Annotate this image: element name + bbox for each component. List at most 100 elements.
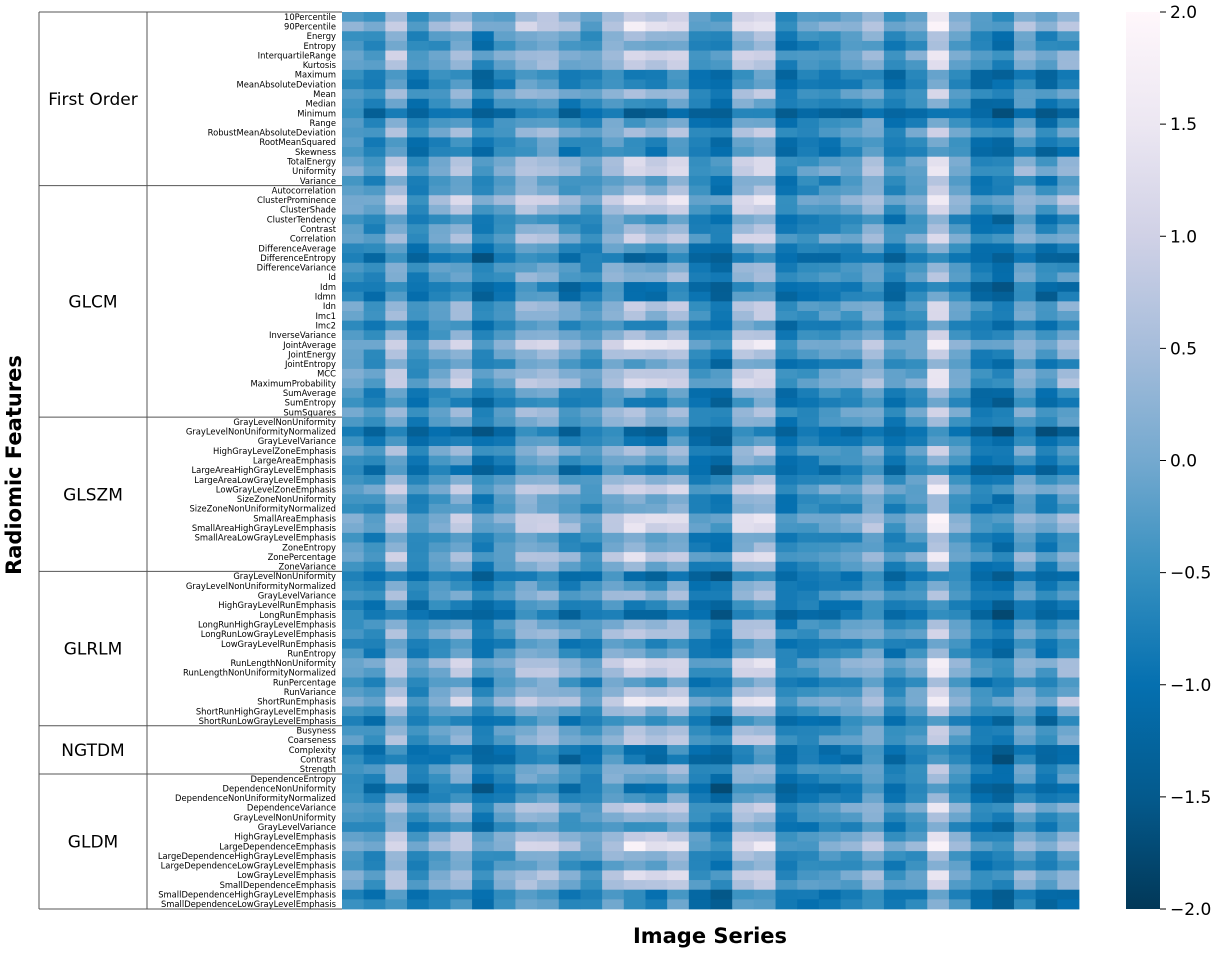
heatmap-cell: [688, 69, 711, 80]
heatmap-cell: [558, 359, 581, 370]
heatmap-cell: [970, 40, 993, 51]
heatmap-cell: [450, 359, 473, 370]
heatmap-cell: [472, 50, 495, 61]
heatmap-cell: [905, 31, 928, 42]
heatmap-cell: [927, 50, 950, 61]
heatmap-cell: [710, 272, 733, 283]
heatmap-cell: [883, 426, 906, 437]
heatmap-cell: [970, 494, 993, 505]
heatmap-cell: [797, 802, 820, 813]
heatmap-cell: [515, 446, 538, 457]
heatmap-cell: [818, 69, 841, 80]
heatmap-cell: [927, 812, 950, 823]
heatmap-cell: [1013, 667, 1037, 678]
heatmap-cell: [450, 21, 473, 32]
heatmap-cell: [992, 629, 1015, 640]
heatmap-cell: [645, 21, 668, 32]
heatmap-cell: [948, 696, 972, 707]
heatmap-cell: [688, 648, 711, 659]
heatmap-cell: [992, 378, 1015, 389]
heatmap-cell: [862, 204, 885, 215]
heatmap-cell: [1035, 175, 1058, 187]
heatmap-cell: [472, 436, 495, 447]
heatmap-cell: [602, 667, 625, 678]
heatmap-cell: [580, 860, 603, 871]
heatmap-cell: [537, 50, 560, 61]
heatmap-cell: [840, 542, 863, 553]
heatmap-cell: [428, 359, 451, 370]
heatmap-cell: [342, 388, 365, 399]
heatmap-cell: [1057, 725, 1080, 736]
feature-label: ShortRunHighGrayLevelEmphasis: [196, 706, 336, 716]
heatmap-cell: [407, 773, 430, 785]
heatmap-cell: [450, 166, 473, 177]
heatmap-cell: [602, 397, 625, 408]
heatmap-cell: [1057, 831, 1080, 842]
heatmap-cell: [407, 706, 430, 717]
heatmap-cell: [472, 339, 495, 350]
heatmap-cell: [363, 407, 386, 418]
heatmap-cell: [342, 417, 365, 428]
feature-label: JointAverage: [282, 340, 336, 350]
heatmap-cell: [515, 648, 538, 659]
feature-label: SmallAreaEmphasis: [253, 513, 336, 523]
heatmap-cell: [1035, 79, 1058, 90]
heatmap-cell: [450, 465, 473, 476]
heatmap-cell: [645, 619, 668, 630]
heatmap-cell: [493, 349, 516, 360]
heatmap-cell: [753, 648, 776, 659]
heatmap-cell: [645, 166, 668, 177]
heatmap-cell: [688, 860, 711, 871]
heatmap-cell: [1057, 185, 1080, 196]
heatmap-cell: [428, 793, 451, 804]
heatmap-cell: [862, 561, 885, 572]
heatmap-cell: [363, 368, 386, 379]
heatmap-cell: [450, 388, 473, 399]
heatmap-cell: [992, 687, 1015, 698]
heatmap-cell: [602, 311, 625, 322]
heatmap-cell: [363, 860, 386, 871]
heatmap-cell: [688, 474, 711, 486]
heatmap-cell: [667, 108, 690, 119]
heatmap-cell: [862, 552, 885, 563]
heatmap-cell: [970, 253, 993, 264]
heatmap-cell: [840, 378, 863, 389]
heatmap-cell: [970, 590, 993, 601]
heatmap-cell: [948, 330, 972, 341]
heatmap-cell: [602, 552, 625, 563]
heatmap-cell: [1013, 12, 1037, 23]
heatmap-cell: [558, 330, 581, 341]
heatmap-cell: [645, 330, 668, 341]
heatmap-cell: [797, 610, 820, 621]
heatmap-cell: [775, 262, 798, 273]
heatmap-cell: [1035, 436, 1058, 447]
heatmap-cell: [450, 12, 473, 23]
heatmap-cell: [775, 253, 798, 264]
heatmap-cell: [428, 282, 451, 293]
heatmap-cell: [970, 262, 993, 273]
heatmap-cell: [493, 195, 516, 206]
heatmap-cell: [1057, 108, 1080, 119]
heatmap-cell: [385, 368, 408, 379]
heatmap-cell: [515, 127, 538, 138]
heatmap-cell: [732, 243, 755, 254]
heatmap-cell: [450, 349, 473, 360]
heatmap-cell: [645, 783, 668, 794]
heatmap-cell: [797, 368, 820, 379]
heatmap-cell: [602, 677, 625, 688]
heatmap-cell: [450, 773, 473, 785]
heatmap-cell: [1013, 783, 1037, 794]
heatmap-cell: [970, 69, 993, 80]
heatmap-cell: [732, 600, 755, 611]
heatmap-cell: [558, 465, 581, 476]
heatmap-cell: [688, 368, 711, 379]
heatmap-cell: [342, 137, 365, 148]
heatmap-cell: [537, 339, 560, 350]
heatmap-cell: [602, 89, 625, 100]
heatmap-cell: [363, 851, 386, 862]
heatmap-cell: [363, 137, 386, 148]
heatmap-cell: [623, 98, 646, 109]
heatmap-cell: [992, 831, 1015, 842]
group-label: NGTDM: [61, 741, 124, 761]
heatmap-cell: [688, 243, 711, 254]
